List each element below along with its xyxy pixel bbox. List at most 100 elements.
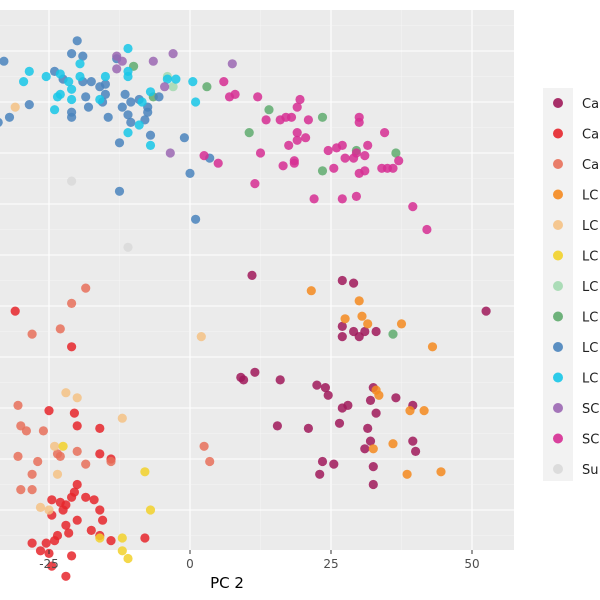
data-point [227, 59, 237, 69]
data-point [354, 332, 364, 342]
data-point [391, 393, 401, 403]
legend-key [553, 220, 563, 230]
data-point [55, 324, 65, 334]
data-point [329, 459, 339, 469]
x-tick-label: -25 [39, 557, 59, 571]
data-point [145, 130, 156, 140]
data-point [83, 102, 94, 112]
data-point [481, 306, 491, 316]
data-point [67, 94, 77, 105]
data-point [0, 118, 3, 127]
legend-label: LC [582, 280, 598, 295]
data-point [360, 444, 370, 454]
data-point [81, 92, 91, 102]
data-point [154, 92, 164, 102]
data-point [202, 82, 212, 92]
data-point [191, 97, 201, 107]
data-point [27, 469, 37, 479]
legend-label: Ca [582, 158, 599, 173]
legend-key [553, 159, 563, 169]
data-point [106, 456, 116, 467]
data-point [117, 56, 127, 66]
data-point [160, 82, 170, 92]
data-point [86, 525, 96, 536]
legend-key [553, 342, 563, 352]
data-point [185, 168, 195, 178]
legend-key [553, 98, 563, 108]
data-point [13, 400, 23, 410]
data-point [117, 533, 127, 543]
data-point [340, 153, 350, 163]
legend-key [553, 281, 563, 291]
data-point [75, 59, 85, 69]
data-point [117, 102, 127, 112]
data-point [317, 166, 328, 176]
data-point [332, 143, 342, 153]
data-point [337, 194, 347, 204]
data-point [106, 536, 116, 546]
data-point [67, 176, 77, 186]
data-point [72, 479, 82, 490]
data-point [337, 332, 347, 342]
data-point [19, 77, 29, 87]
data-point [4, 112, 15, 122]
data-point [396, 319, 407, 329]
data-point [95, 533, 105, 543]
panel-background [0, 10, 514, 550]
data-point [13, 451, 23, 461]
data-point [320, 383, 330, 393]
data-point [365, 395, 376, 405]
data-point [123, 110, 133, 120]
data-point [309, 194, 319, 204]
legend-key [553, 311, 563, 322]
legend-label: Ca [582, 128, 599, 143]
data-point [405, 406, 415, 416]
data-point [168, 49, 178, 59]
data-point [86, 77, 96, 87]
data-point [244, 128, 254, 138]
data-point [191, 214, 201, 224]
data-point [114, 186, 125, 196]
data-point [317, 112, 328, 122]
data-point [137, 97, 147, 107]
data-point [422, 224, 432, 235]
data-point [126, 97, 136, 107]
legend-label: LC [582, 372, 598, 387]
data-point [261, 115, 271, 125]
data-point [52, 469, 63, 479]
data-point [50, 441, 60, 451]
data-point [145, 140, 156, 150]
data-point [323, 390, 333, 400]
data-point [117, 546, 127, 556]
data-point [140, 533, 150, 543]
data-point [247, 270, 257, 280]
data-point [371, 408, 381, 418]
data-point [388, 439, 398, 449]
data-point [199, 441, 209, 451]
data-point [360, 166, 370, 176]
data-point [61, 571, 71, 581]
data-point [145, 505, 156, 515]
data-point [44, 505, 54, 515]
data-point [72, 393, 82, 403]
data-point [72, 515, 82, 525]
data-point [103, 112, 113, 122]
data-point [38, 426, 49, 436]
legend-key [553, 372, 563, 383]
data-point [95, 82, 105, 92]
legend-key [553, 403, 563, 413]
data-point [382, 163, 392, 173]
legend-label: LC [582, 250, 598, 265]
data-point [408, 202, 418, 212]
data-point [67, 298, 77, 308]
legend-key [553, 250, 563, 261]
data-point [363, 423, 373, 433]
data-point [337, 403, 347, 413]
data-point [188, 77, 198, 87]
x-axis-ticks: -25 0 25 50 [39, 550, 480, 571]
legend-label: Su [582, 463, 599, 478]
data-point [50, 105, 60, 115]
data-point [10, 306, 20, 316]
data-point [357, 311, 367, 321]
